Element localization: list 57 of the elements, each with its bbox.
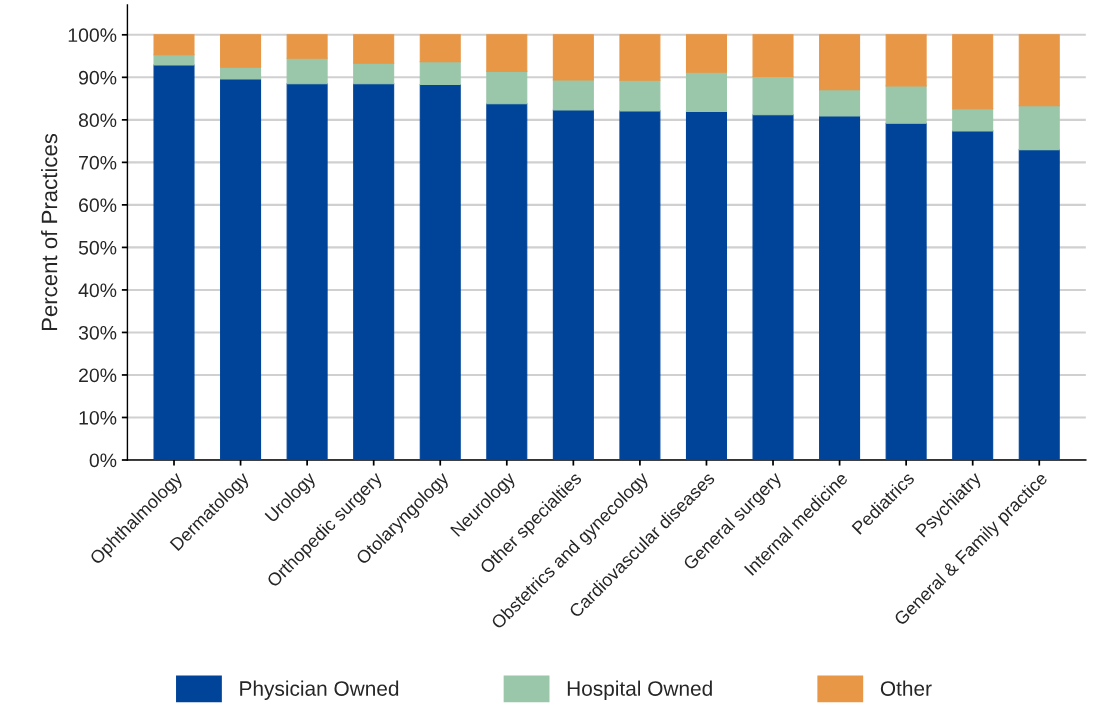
- bar: [819, 34, 861, 91]
- bar: [1018, 34, 1060, 107]
- bar: [419, 84, 461, 460]
- bar: [885, 34, 927, 87]
- y-tick-label: 90%: [79, 70, 117, 85]
- bar: [419, 61, 461, 86]
- bar: [685, 71, 727, 112]
- legend-label: Hospital Owned: [567, 680, 712, 701]
- bar: [752, 114, 794, 460]
- bar: [885, 122, 927, 460]
- bar: [1018, 149, 1060, 460]
- y-tick-label: 60%: [79, 198, 117, 213]
- y-tick-label: 50%: [78, 240, 117, 255]
- bar: [286, 57, 328, 85]
- bar: [952, 34, 994, 110]
- y-tick-label: 20%: [79, 368, 117, 383]
- bar: [153, 54, 195, 66]
- y-tick-label: 40%: [78, 283, 117, 298]
- bar: [685, 34, 727, 73]
- legend-label: Physician Owned: [240, 680, 399, 701]
- bar: [1018, 105, 1060, 151]
- bar: [952, 108, 994, 132]
- bar: [286, 34, 328, 59]
- bar: [353, 62, 395, 85]
- bar: [419, 34, 461, 63]
- bar: [619, 110, 661, 460]
- bar: [685, 110, 727, 460]
- legend-label: Other: [880, 680, 932, 696]
- bar: [220, 78, 262, 460]
- bar: [552, 109, 594, 460]
- bar: [752, 75, 794, 116]
- bar: [952, 130, 994, 460]
- bar: [286, 83, 328, 460]
- y-tick-label: 10%: [79, 410, 117, 425]
- bar: [486, 34, 528, 72]
- bar: [220, 34, 262, 68]
- bar: [619, 79, 661, 112]
- y-tick-label: 30%: [78, 325, 117, 340]
- bar: [153, 64, 195, 460]
- bar: [819, 89, 861, 117]
- bar: [819, 115, 861, 460]
- y-tick-label: 100%: [68, 28, 117, 43]
- bar: [486, 70, 528, 105]
- bar: [619, 34, 661, 81]
- bar: [220, 66, 262, 80]
- y-tick-label: 70%: [79, 155, 117, 170]
- bar: [552, 79, 594, 111]
- y-tick-label: 0%: [89, 453, 117, 468]
- bar: [752, 34, 794, 78]
- bar: [885, 85, 927, 124]
- bar: [552, 34, 594, 81]
- bar: [153, 34, 195, 56]
- bar: [353, 34, 395, 64]
- y-axis-title: Percent of Practices: [41, 133, 58, 331]
- bar: [353, 83, 395, 460]
- y-tick-label: 80%: [78, 113, 117, 128]
- bar: [486, 103, 528, 460]
